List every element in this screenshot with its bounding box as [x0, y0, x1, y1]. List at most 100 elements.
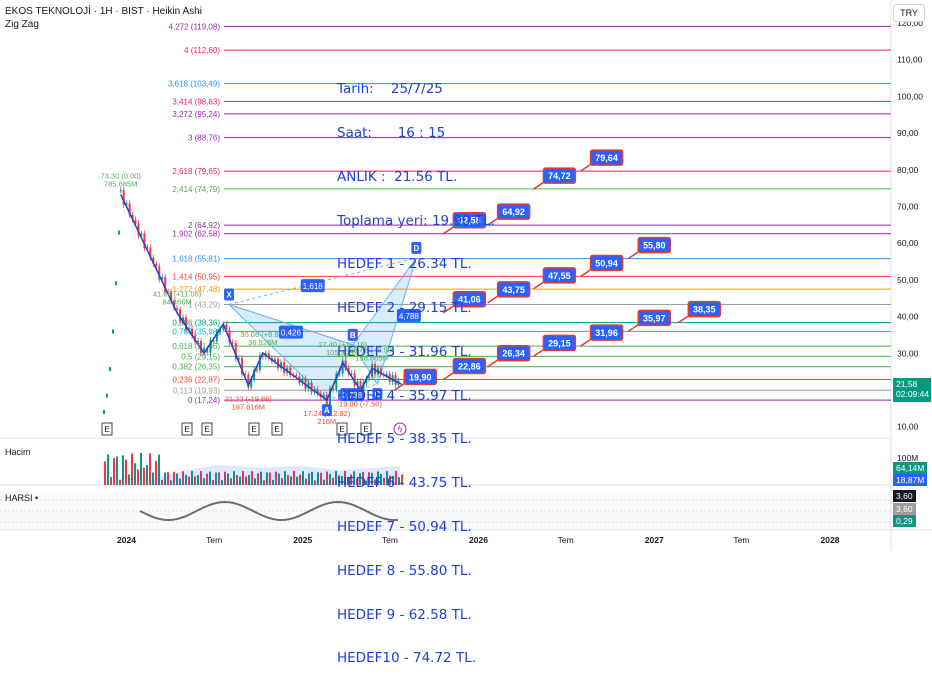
volume-bar	[383, 477, 385, 485]
annotation-line: HEDEF 8 - 55.80 TL.	[337, 562, 472, 579]
volume-bar	[137, 469, 139, 485]
candle-body	[137, 223, 140, 236]
earnings-event-marker	[248, 422, 260, 436]
candle-body	[225, 324, 228, 330]
candle-body	[143, 233, 146, 249]
fib-level-label: 2,414 (74,79)	[172, 185, 220, 194]
ratio-label: 0,738	[342, 391, 363, 400]
y-tick-label: 30,00	[897, 348, 919, 358]
chart-svg[interactable]: 120,00 110,00 100,00 90,00 80,00 70,00 60,00 50…	[0, 0, 932, 550]
target-badge	[452, 357, 487, 375]
target-badge	[637, 309, 671, 327]
volume-bar	[284, 471, 286, 485]
volume-bar	[248, 474, 250, 485]
harsi-pane-label: HARSI •	[5, 493, 39, 503]
candle-body	[344, 360, 347, 368]
chart-area[interactable]: 120,00 110,00 100,00 90,00 80,00 70,00 60,00 50…	[0, 0, 932, 550]
volume-bar	[197, 475, 199, 485]
target-badge	[542, 334, 577, 352]
x-tick-label: 2026	[469, 535, 488, 545]
volume-bar	[167, 472, 169, 485]
zigzag-label: 19.90 (-7.50)	[339, 399, 382, 408]
volume-bar	[326, 471, 328, 485]
candle-body	[167, 291, 170, 293]
volume-bar	[272, 479, 274, 485]
volume-bar	[377, 471, 379, 485]
ratio-badge	[340, 388, 365, 402]
target-badge	[403, 368, 437, 386]
volume-ma-area	[150, 465, 400, 485]
candle-body	[219, 329, 222, 333]
volume-bar	[356, 478, 358, 485]
volume-bar	[104, 461, 106, 485]
candle-body	[267, 353, 270, 358]
fib-level-label: 3,414 (98,63)	[172, 97, 220, 106]
candle-body	[228, 329, 231, 343]
volume-bar	[359, 473, 361, 485]
chart-title: EKOS TEKNOLOJİ · 1H · BIST · Heikin Ashi	[5, 6, 202, 17]
annotation-line: HEDEF 9 - 62.58 TL.	[337, 606, 472, 623]
pattern-point-label: A	[324, 406, 330, 415]
earnings-event-marker	[101, 422, 113, 436]
volume-bar	[344, 471, 346, 485]
target-label: 47,55	[548, 271, 571, 281]
target-label: 79,64	[595, 153, 618, 163]
volume-bar	[185, 474, 187, 485]
zigzag-label: 30.06 (+8.84)	[240, 330, 285, 339]
earnings-event-marker	[181, 422, 193, 436]
fib-level-label: 4 (112,60)	[184, 46, 220, 55]
volume-bar	[332, 477, 334, 485]
candle-body	[152, 257, 155, 264]
y-tick-label: 40,00	[897, 312, 919, 322]
candle-body	[237, 358, 240, 360]
fib-level-label: 2,618 (79,65)	[172, 167, 220, 176]
volume-bar	[221, 480, 223, 485]
annotation-line: Saat: 16 : 15	[337, 124, 446, 141]
target-badge	[542, 167, 577, 184]
candle-body	[335, 373, 338, 390]
candle-body	[261, 355, 264, 357]
currency-selector[interactable]: TRY	[893, 4, 925, 22]
candle-body	[106, 393, 108, 398]
volume-bar	[281, 478, 283, 485]
candle-body	[322, 394, 325, 398]
candle-body	[140, 233, 143, 236]
volume-bar	[335, 471, 337, 485]
fib-level-label: 1,414 (50,95)	[172, 272, 220, 281]
target-badge	[589, 149, 624, 166]
volume-bar	[302, 471, 304, 485]
fib-level-label: 0,5 (29,15)	[181, 352, 220, 361]
candle-body	[170, 291, 173, 301]
ratio-badge	[300, 279, 325, 293]
candle-body	[164, 277, 167, 292]
candle-body	[173, 300, 176, 309]
volume-bar	[320, 472, 322, 485]
candle-body	[122, 190, 125, 205]
ratio-label: 4,788	[399, 312, 420, 321]
fib-level-label: 3,272 (95,24)	[172, 110, 220, 119]
volume-bar	[338, 475, 340, 485]
y-tick-label: 120,00	[897, 18, 923, 28]
volume-bar	[317, 472, 319, 485]
candle-body	[328, 388, 331, 405]
volume-bar	[215, 472, 217, 485]
volume-axis-label: 100M	[897, 453, 918, 463]
candle-body	[283, 362, 286, 373]
volume-bar	[149, 453, 151, 485]
fib-level-label: 1 (43,29)	[188, 301, 220, 310]
volume-bar	[182, 471, 184, 485]
volume-bar	[362, 471, 364, 485]
volume-ma-tag: 18,87M	[893, 474, 928, 486]
candle-body	[234, 343, 237, 360]
ratio-label: 0,426	[281, 329, 302, 338]
annotation-text-box: Tarih: 25/7/25 Saat: 16 : 15 ANLIK : 21.…	[337, 53, 495, 681]
target-label: 43,75	[502, 285, 525, 295]
candle-body	[109, 367, 111, 372]
zigzag-label: 25.88 (+5.98)	[350, 345, 395, 354]
pattern-point-badge	[411, 241, 422, 254]
candle-body	[182, 317, 185, 322]
fib-level-label: 0,382 (26,35)	[172, 363, 220, 372]
target-label: 29,15	[548, 338, 571, 348]
pattern-point-badge	[321, 404, 332, 417]
target-badge	[637, 236, 671, 254]
